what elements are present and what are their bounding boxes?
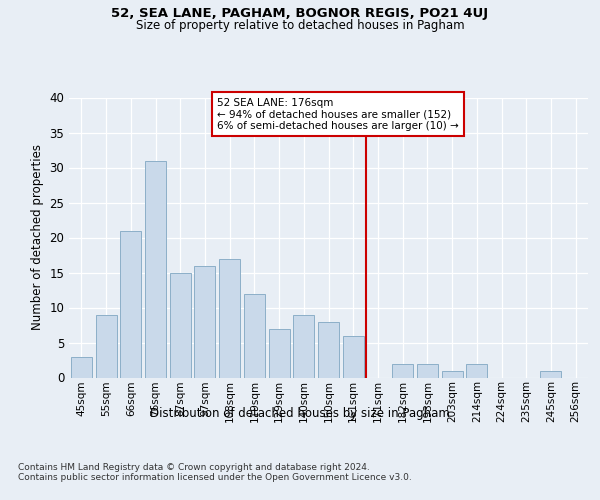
Bar <box>219 258 240 378</box>
Bar <box>170 272 191 378</box>
Bar <box>95 314 116 378</box>
Text: 52, SEA LANE, PAGHAM, BOGNOR REGIS, PO21 4UJ: 52, SEA LANE, PAGHAM, BOGNOR REGIS, PO21… <box>112 8 488 20</box>
Text: Size of property relative to detached houses in Pagham: Size of property relative to detached ho… <box>136 18 464 32</box>
Bar <box>120 230 141 378</box>
Bar <box>244 294 265 378</box>
Bar <box>343 336 364 378</box>
Bar <box>318 322 339 378</box>
Text: Contains public sector information licensed under the Open Government Licence v3: Contains public sector information licen… <box>18 474 412 482</box>
Text: Contains HM Land Registry data © Crown copyright and database right 2024.: Contains HM Land Registry data © Crown c… <box>18 462 370 471</box>
Text: 52 SEA LANE: 176sqm
← 94% of detached houses are smaller (152)
6% of semi-detach: 52 SEA LANE: 176sqm ← 94% of detached ho… <box>217 98 459 130</box>
Bar <box>392 364 413 378</box>
Bar <box>466 364 487 378</box>
Bar <box>269 328 290 378</box>
Bar <box>71 356 92 378</box>
Bar <box>541 370 562 378</box>
Bar <box>417 364 438 378</box>
Y-axis label: Number of detached properties: Number of detached properties <box>31 144 44 330</box>
Bar <box>145 160 166 378</box>
Text: Distribution of detached houses by size in Pagham: Distribution of detached houses by size … <box>150 408 450 420</box>
Bar <box>293 314 314 378</box>
Bar <box>194 266 215 378</box>
Bar <box>442 370 463 378</box>
